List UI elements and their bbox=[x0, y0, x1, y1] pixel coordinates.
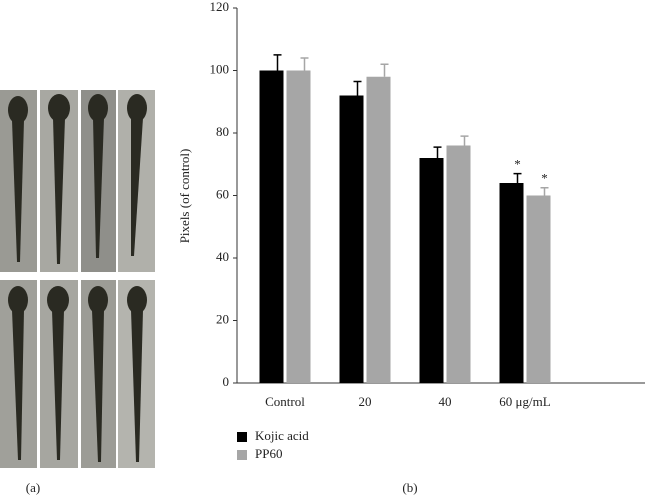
error-bar bbox=[540, 186, 549, 196]
x-tick-label: 60 μg/mL bbox=[499, 394, 550, 409]
y-tick-label: 0 bbox=[223, 374, 230, 389]
legend-swatch bbox=[237, 432, 247, 442]
error-bar bbox=[460, 135, 469, 146]
bar bbox=[446, 145, 471, 383]
bar bbox=[419, 158, 444, 383]
significance-mark: * bbox=[514, 157, 521, 172]
fish-photos bbox=[0, 90, 155, 468]
bar bbox=[526, 195, 551, 383]
error-bar bbox=[300, 57, 309, 71]
error-bar bbox=[380, 63, 389, 77]
bar bbox=[366, 76, 391, 383]
bar bbox=[286, 70, 311, 383]
bar bbox=[499, 183, 524, 383]
x-tick-label: Control bbox=[265, 394, 305, 409]
legend-label: Kojic acid bbox=[255, 428, 309, 443]
y-tick-label: 60 bbox=[216, 186, 229, 201]
y-tick-label: 120 bbox=[210, 0, 230, 14]
legend-label: PP60 bbox=[255, 446, 282, 461]
x-tick-label: 20 bbox=[359, 394, 372, 409]
bar bbox=[259, 70, 284, 383]
y-tick-label: 40 bbox=[216, 249, 229, 264]
bar bbox=[339, 95, 364, 383]
y-axis-label: Pixels (of control) bbox=[177, 149, 192, 244]
panel-label: (b) bbox=[402, 480, 417, 495]
significance-mark: * bbox=[541, 171, 548, 186]
panel-label: (a) bbox=[26, 480, 40, 495]
y-tick-label: 80 bbox=[216, 124, 229, 139]
error-bar bbox=[513, 172, 522, 183]
legend-swatch bbox=[237, 450, 247, 460]
x-tick-label: 40 bbox=[439, 394, 452, 409]
error-bar bbox=[353, 80, 362, 96]
y-tick-label: 20 bbox=[216, 311, 229, 326]
error-bar bbox=[433, 146, 442, 158]
y-tick-label: 100 bbox=[210, 61, 230, 76]
error-bar bbox=[273, 54, 282, 71]
